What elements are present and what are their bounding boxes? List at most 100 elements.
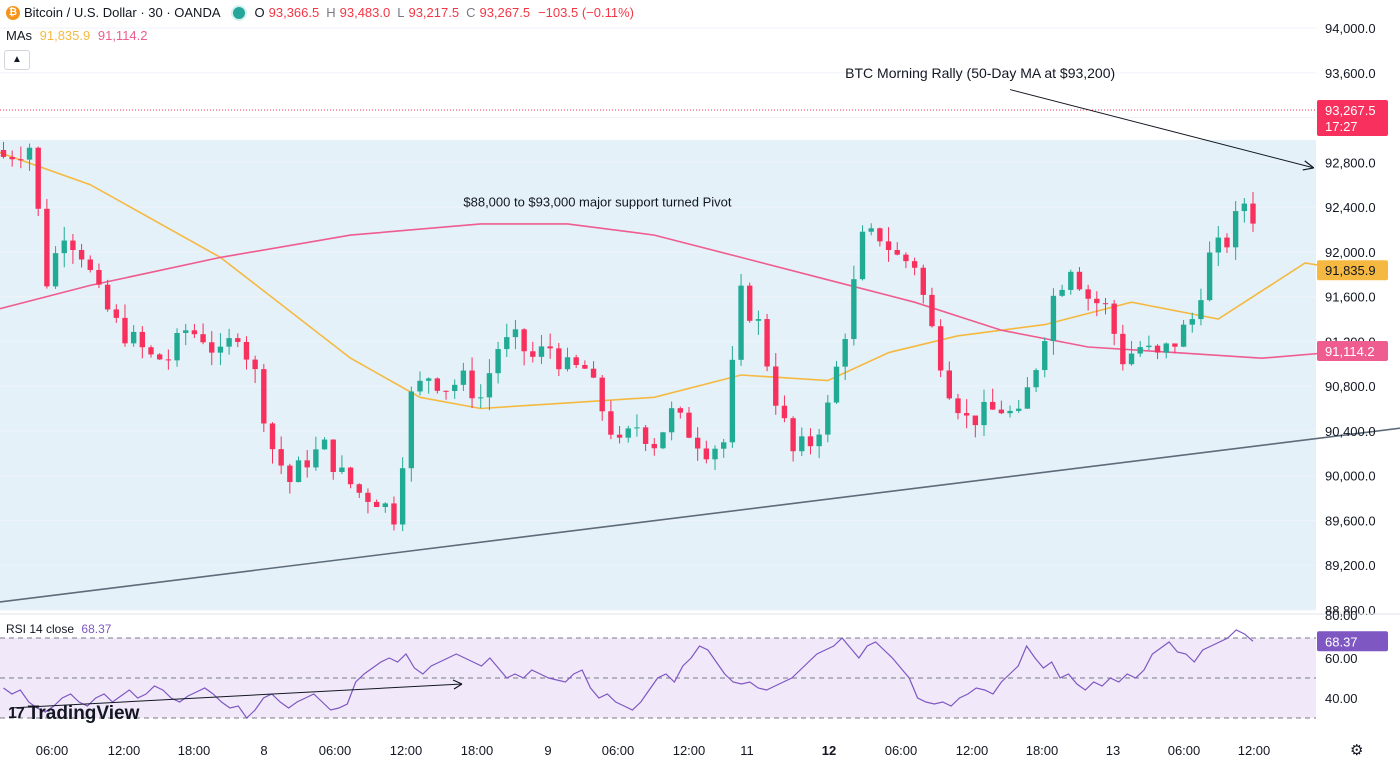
rsi-legend[interactable]: RSI 14 close 68.37	[6, 622, 111, 636]
moving-averages-legend[interactable]: MAs 91,835.9 91,114.2	[6, 28, 148, 43]
candle	[1042, 341, 1048, 371]
candle	[668, 408, 675, 433]
candle	[781, 405, 788, 419]
candle	[894, 250, 900, 255]
candle	[955, 398, 961, 414]
candle	[1146, 345, 1152, 348]
support-trendline	[0, 427, 1400, 603]
rsi-label: RSI 14 close	[6, 622, 75, 636]
candle	[200, 334, 206, 343]
time-tick-label: 06:00	[319, 743, 352, 758]
candle	[460, 370, 467, 385]
candle	[694, 437, 701, 449]
candle	[1232, 211, 1239, 248]
candle	[677, 408, 684, 413]
rsi-value: 68.37	[81, 622, 112, 636]
current-price-tag-box	[1317, 99, 1388, 136]
time-tick-label: 12:00	[956, 743, 989, 758]
candle	[113, 309, 119, 318]
candle	[738, 285, 744, 360]
candle	[1172, 343, 1178, 347]
candle	[599, 377, 605, 412]
rsi-tick-label: 80.00	[1325, 608, 1358, 623]
candle	[0, 149, 7, 157]
candle	[269, 423, 276, 450]
mas-label: MAs	[6, 28, 32, 43]
candle	[799, 436, 805, 452]
time-tick-label: 13	[1106, 743, 1120, 758]
candle	[807, 436, 814, 447]
candle	[148, 347, 154, 355]
candle	[44, 208, 50, 287]
time-tick-label: 9	[544, 743, 551, 758]
candle	[417, 380, 423, 392]
candle	[391, 503, 397, 525]
candle	[356, 484, 362, 493]
candle	[70, 240, 76, 250]
time-tick-label: 12:00	[673, 743, 706, 758]
rsi-tick-label: 60.00	[1325, 651, 1358, 666]
ma-slow-tag-box	[1317, 340, 1388, 361]
gear-icon[interactable]: ⚙	[1350, 742, 1364, 759]
symbol-title[interactable]: Bitcoin / U.S. Dollar · 30 · OANDA	[24, 5, 221, 20]
candle	[981, 401, 987, 426]
price-tick-label: 90,000.0	[1325, 469, 1376, 484]
candle	[1024, 387, 1031, 409]
candle	[35, 147, 41, 209]
support-zone-annotation: $88,000 to $93,000 major support turned …	[463, 194, 732, 209]
candle	[929, 294, 935, 327]
candle	[1241, 203, 1248, 212]
candle	[156, 354, 163, 360]
rsi-value-tag-box	[1317, 631, 1388, 652]
candle	[26, 147, 33, 160]
candle	[963, 413, 970, 416]
candle	[868, 228, 874, 232]
candle	[625, 428, 631, 438]
candle	[452, 384, 458, 391]
candle	[651, 443, 657, 449]
candle	[1076, 271, 1083, 290]
candle	[1111, 303, 1117, 334]
candle	[660, 432, 666, 449]
candle	[443, 390, 449, 392]
candle	[1068, 271, 1074, 290]
collapse-legend-button[interactable]: ▲	[4, 50, 30, 70]
candle	[859, 231, 866, 280]
price-tick-label: 91,600.0	[1325, 290, 1376, 305]
current-price-tag: 93,267.5	[1325, 103, 1376, 118]
price-tick-label: 90,800.0	[1325, 379, 1376, 394]
candle	[1180, 324, 1187, 347]
candle	[755, 319, 762, 321]
candle	[582, 365, 588, 369]
ma-fast-value: 91,835.9	[39, 28, 91, 43]
candle	[122, 317, 128, 344]
time-tick-label: 12	[822, 743, 836, 758]
candle	[747, 285, 753, 321]
candle	[686, 412, 692, 438]
candle	[1137, 347, 1143, 354]
open-label: O	[254, 5, 265, 20]
candle	[226, 338, 232, 347]
candle	[712, 448, 718, 460]
candle	[1007, 410, 1013, 414]
candle	[373, 501, 380, 508]
candle	[937, 326, 944, 371]
candle	[825, 402, 831, 435]
candle	[478, 397, 484, 399]
candle	[573, 357, 579, 366]
candle	[217, 346, 224, 353]
market-open-dot-icon	[232, 6, 245, 19]
candle	[530, 351, 536, 357]
candle	[1163, 343, 1169, 353]
candle	[842, 339, 848, 367]
candle	[1102, 303, 1109, 305]
candle	[877, 228, 883, 242]
candle	[1206, 252, 1213, 301]
tradingview-logo[interactable]: 17 TradingView	[8, 703, 139, 725]
candle	[851, 279, 857, 340]
ma-fast-tag: 91,835.9	[1325, 263, 1376, 278]
rsi-divergence-arrow-head	[452, 679, 463, 690]
price-tick-label: 89,600.0	[1325, 513, 1376, 528]
candle	[9, 156, 15, 160]
